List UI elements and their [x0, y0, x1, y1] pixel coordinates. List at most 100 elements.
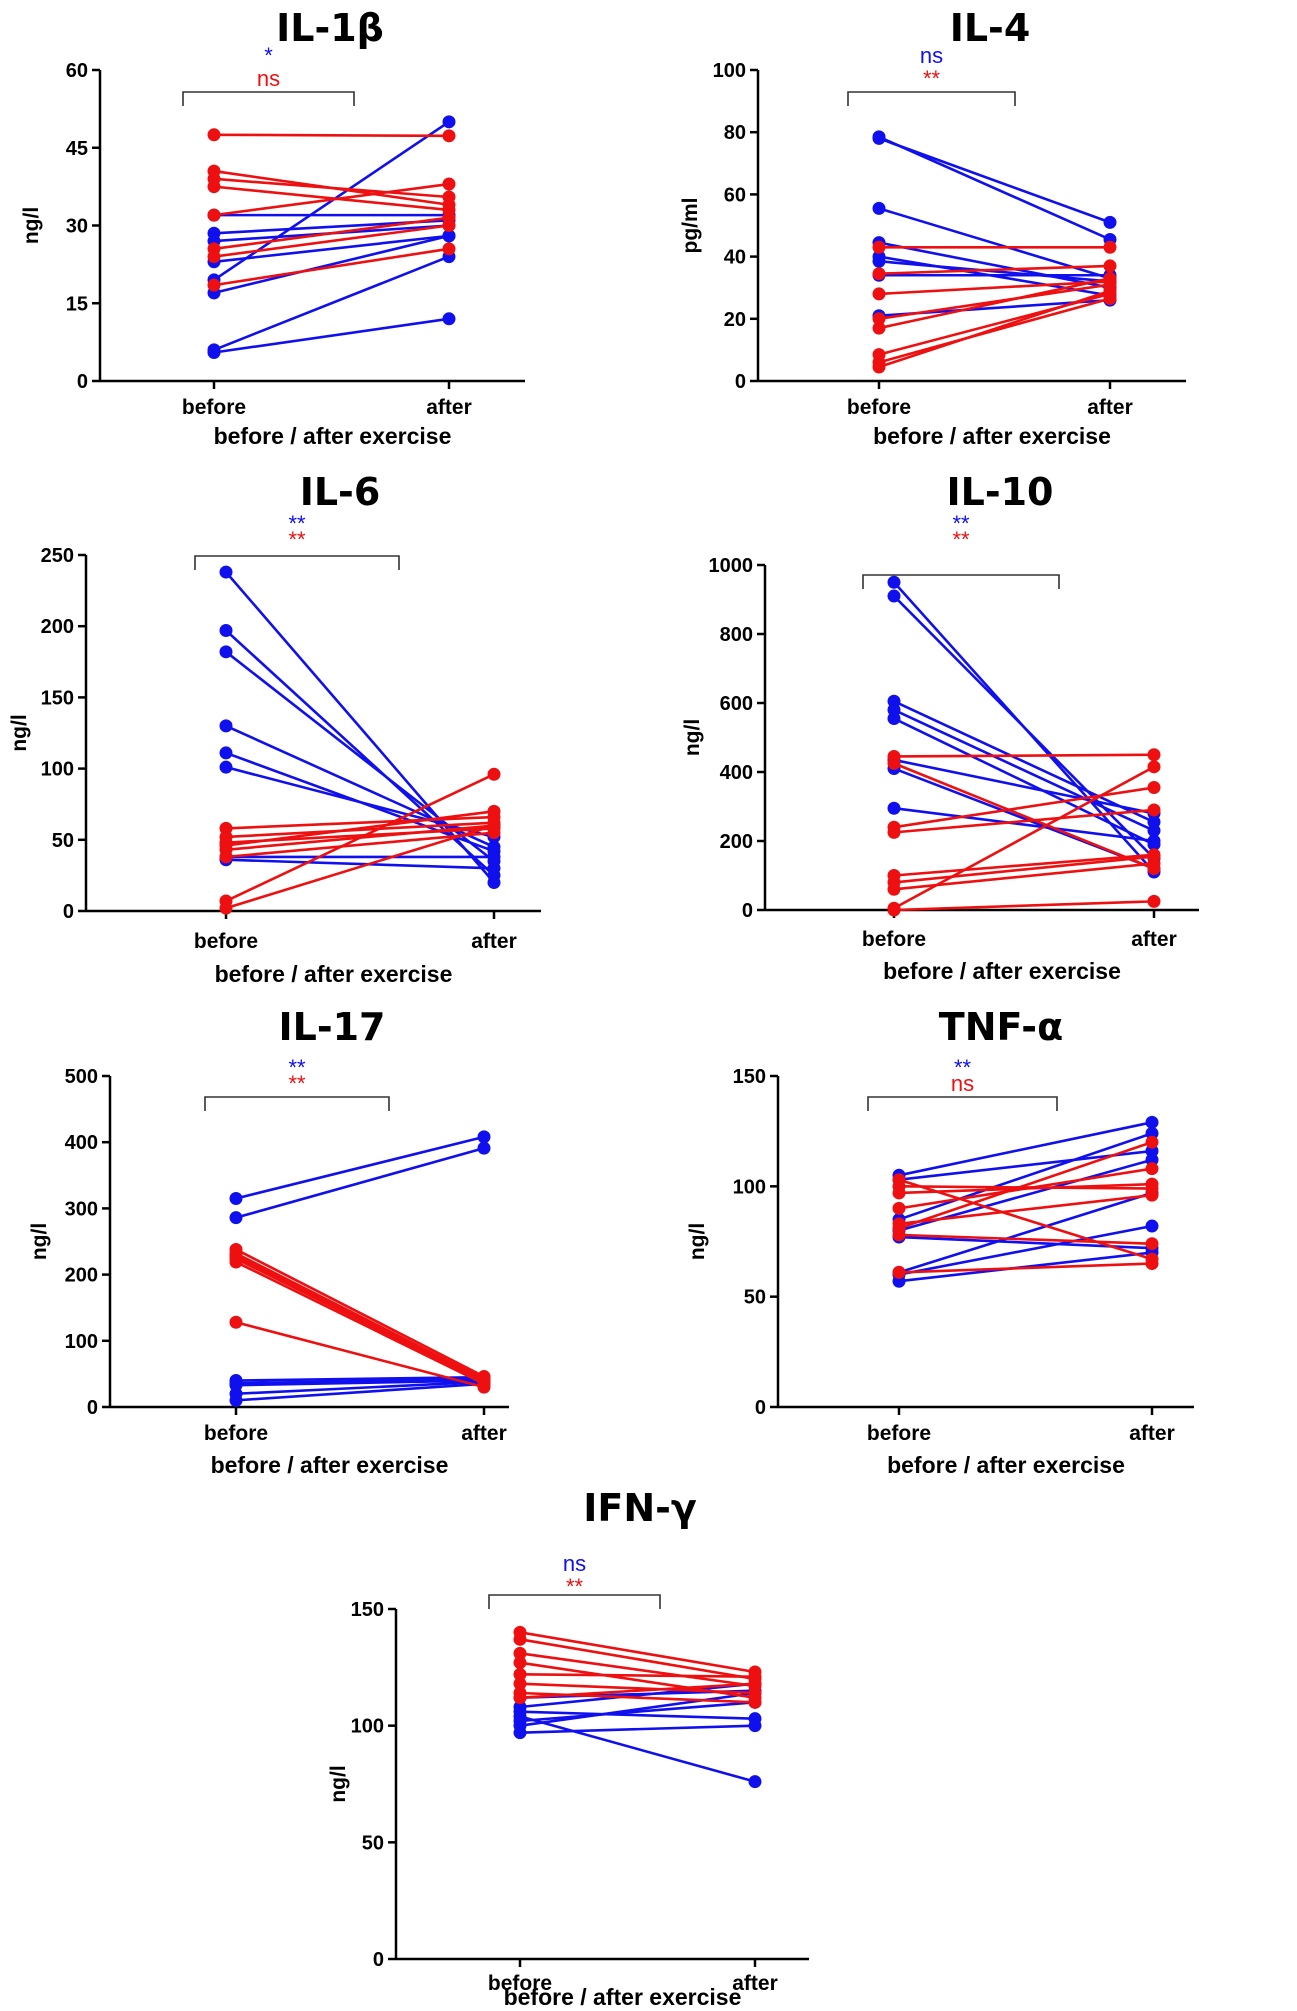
point-before: [887, 825, 901, 839]
subject-line: [519, 1638, 756, 1681]
point-after: [1145, 1135, 1159, 1149]
subject-line: [519, 1682, 756, 1699]
subject-line: [213, 224, 450, 258]
subject-line: [235, 1379, 485, 1387]
y-tick-label: 150: [41, 687, 74, 709]
point-after: [1147, 856, 1161, 870]
x-axis-label: before / after exercise: [504, 1984, 742, 2010]
subject-line: [878, 297, 1111, 364]
subject-line: [519, 1710, 756, 1720]
series-red: [872, 240, 1117, 374]
point-after: [477, 1380, 491, 1394]
point-before: [513, 1691, 527, 1705]
y-axis-label: ng/l: [28, 1223, 51, 1260]
x-axis-label: before / after exercise: [873, 423, 1111, 449]
y-tick-label: 20: [724, 309, 746, 331]
y-tick-label: 50: [744, 1287, 766, 1309]
significance-red: **: [566, 1574, 584, 1599]
y-tick-label: 60: [66, 60, 88, 82]
point-before: [872, 312, 886, 326]
y-tick-label: 0: [742, 900, 753, 922]
subject-line: [893, 758, 1155, 815]
point-after: [1145, 1177, 1159, 1191]
subject-line: [893, 753, 1155, 758]
panel-il-17: IL-17 **** 0 100 200 300 400 500 before after befo…: [28, 1005, 509, 1478]
y-tick-label: 150: [351, 1599, 384, 1621]
subject-line: [235, 1146, 485, 1219]
subject-line: [519, 1631, 756, 1674]
y-tick-label: 400: [65, 1132, 98, 1154]
y-axis-label: ng/l: [327, 1765, 350, 1802]
subject-line: [898, 1178, 1153, 1261]
panel-title: IL-1β: [276, 6, 384, 50]
significance-bracket: [847, 91, 1016, 106]
point-before: [872, 287, 886, 301]
subject-line: [225, 858, 495, 870]
y-tick-label: 50: [52, 830, 74, 852]
subject-line: [235, 1377, 485, 1385]
subject-line: [898, 1121, 1153, 1177]
subject-line: [235, 1257, 485, 1384]
y-tick-label: 200: [65, 1265, 98, 1287]
y-tick-label: 600: [720, 693, 753, 715]
x-tick-label: before: [204, 1422, 268, 1445]
x-tick-label: after: [1129, 1422, 1175, 1445]
subject-line: [235, 1135, 485, 1200]
point-before: [872, 240, 886, 254]
y-axis-label: ng/l: [681, 719, 704, 756]
subject-line: [898, 1140, 1153, 1230]
significance-bracket: [862, 574, 1060, 589]
point-before: [872, 321, 886, 335]
subject-line: [213, 182, 450, 217]
subject-line: [519, 1682, 756, 1709]
point-after: [748, 1677, 762, 1691]
subject-line: [519, 1701, 756, 1723]
significance-bracket: [488, 1594, 661, 1609]
y-tick-label: 40: [724, 247, 746, 269]
point-before: [887, 903, 901, 917]
significance-red: **: [923, 66, 941, 91]
point-before: [207, 250, 221, 264]
panel-il-4: IL-4 ns** 0 20 40 60 80 100 before after before / …: [679, 6, 1186, 449]
x-axis-label: before / after exercise: [215, 961, 453, 987]
point-after: [748, 1775, 762, 1789]
subject-line: [235, 1375, 485, 1382]
point-after: [1103, 259, 1117, 273]
point-after: [1103, 271, 1117, 285]
y-tick-label: 100: [41, 759, 74, 781]
subject-line: [878, 137, 1111, 224]
series-red: [513, 1625, 762, 1709]
point-before: [513, 1677, 527, 1691]
subject-line: [213, 234, 450, 264]
significance-bracket: [867, 1096, 1058, 1111]
subject-line: [898, 1191, 1153, 1274]
y-axis-label: ng/l: [686, 1223, 709, 1260]
point-before: [887, 575, 901, 589]
subject-line: [225, 815, 495, 830]
y-tick-label: 500: [65, 1066, 98, 1088]
point-before: [513, 1667, 527, 1681]
point-before: [219, 623, 233, 637]
subject-line: [519, 1724, 756, 1734]
point-after: [477, 1130, 491, 1144]
subject-line: [893, 700, 1155, 824]
point-before: [207, 208, 221, 222]
significance-bracket: [194, 555, 400, 570]
series-red: [892, 1135, 1159, 1279]
point-after: [1145, 1188, 1159, 1202]
x-tick-label: before: [194, 930, 258, 953]
point-before: [887, 712, 901, 726]
point-after: [1103, 215, 1117, 229]
subject-line: [213, 133, 450, 138]
series-red: [219, 767, 501, 915]
point-before: [872, 267, 886, 281]
subject-line: [235, 1382, 485, 1402]
subject-line: [893, 806, 1155, 843]
significance-red: **: [952, 527, 970, 552]
point-after: [487, 819, 501, 833]
significance-bracket: [204, 1096, 390, 1111]
y-tick-label: 100: [733, 1176, 766, 1198]
y-tick-label: 0: [755, 1397, 766, 1419]
